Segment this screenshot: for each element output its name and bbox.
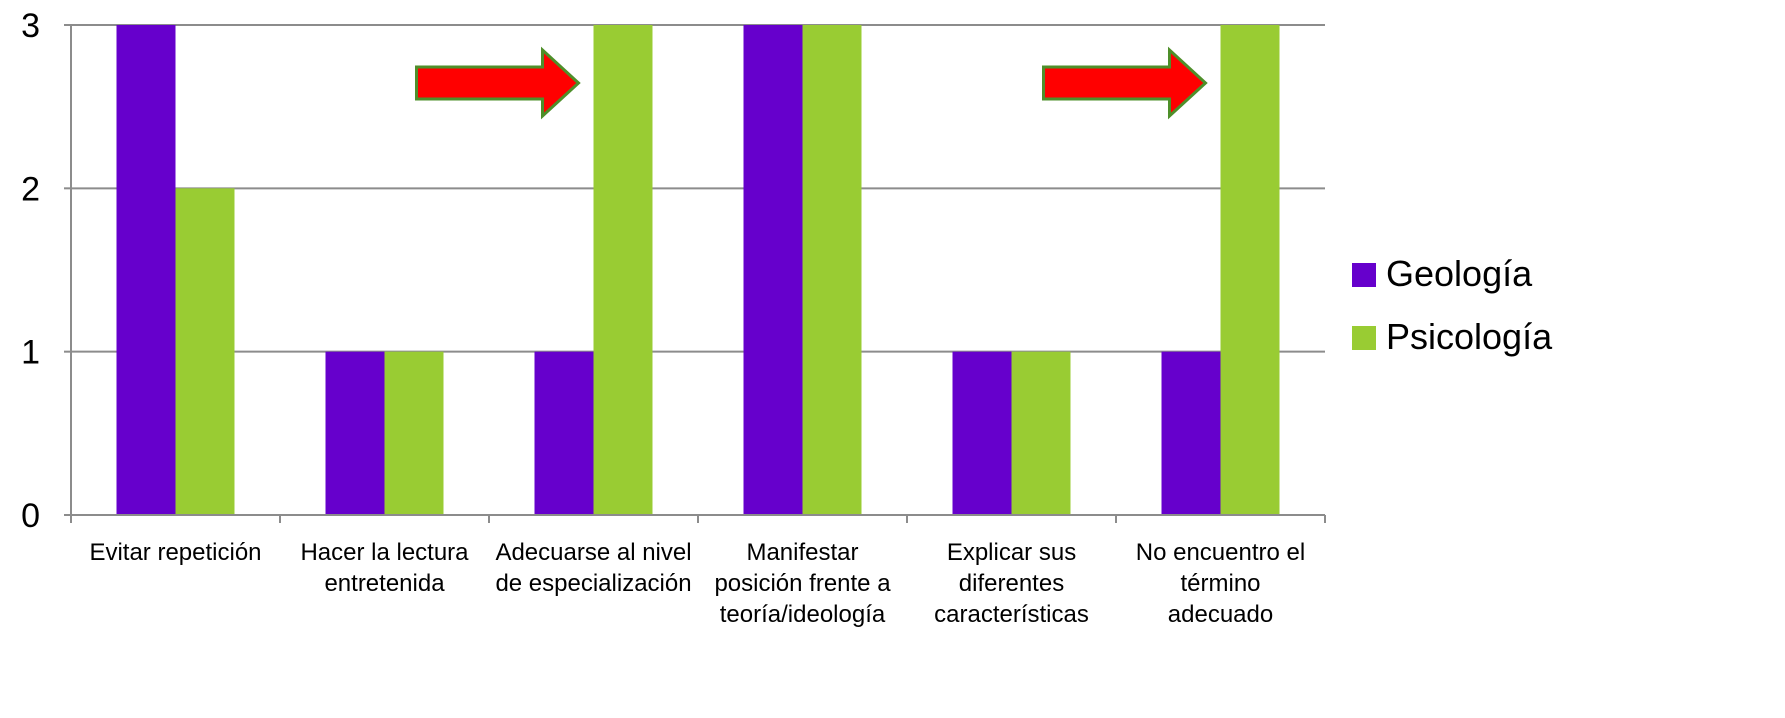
red-arrow-icon [415, 46, 581, 120]
y-tick-label: 0 [21, 497, 40, 535]
bar-psicologia [384, 351, 444, 515]
bar-geologia [325, 351, 385, 515]
legend-swatch [1352, 326, 1376, 350]
legend: Geología Psicología [1352, 253, 1553, 357]
x-axis [70, 25, 1326, 523]
y-tick-label: 3 [21, 7, 40, 45]
bar-psicologia [175, 188, 235, 516]
legend-swatch [1352, 263, 1376, 287]
bar-geologia [1161, 351, 1221, 515]
bar-psicologia [1220, 25, 1280, 515]
legend-label: Geología [1386, 253, 1533, 294]
x-axis-tick-labels: Evitar repetición Hacer la lectura entrete… [89, 539, 1305, 628]
x-tick-label: Explicar sus diferentes características [934, 539, 1089, 628]
gridlines [71, 24, 1325, 353]
x-tick-label: Hacer la lectura entretenida [300, 539, 469, 597]
bar-psicologia [1011, 351, 1071, 515]
x-tick-label: Evitar repetición [89, 539, 261, 566]
y-tick-label: 2 [21, 170, 40, 208]
legend-label: Psicología [1386, 316, 1553, 357]
bar-geologia [743, 25, 803, 515]
annotations [415, 46, 1208, 120]
x-tick-label: Manifestar posición frente a teoría/ideolo… [714, 539, 891, 628]
bar-geologia [952, 351, 1012, 515]
bar-psicologia [593, 25, 653, 515]
bar-geologia [534, 351, 594, 515]
red-arrow-icon [1042, 46, 1208, 120]
bars [116, 25, 1280, 516]
bar-geologia [116, 25, 176, 515]
y-axis-ticks: 0 1 2 3 [21, 7, 71, 535]
x-tick-label: Adecuarse al nivel de especialización [495, 539, 691, 597]
y-tick-label: 1 [21, 334, 40, 372]
bar-psicologia [802, 25, 862, 515]
x-tick-label: No encuentro el término adecuado [1136, 539, 1305, 628]
